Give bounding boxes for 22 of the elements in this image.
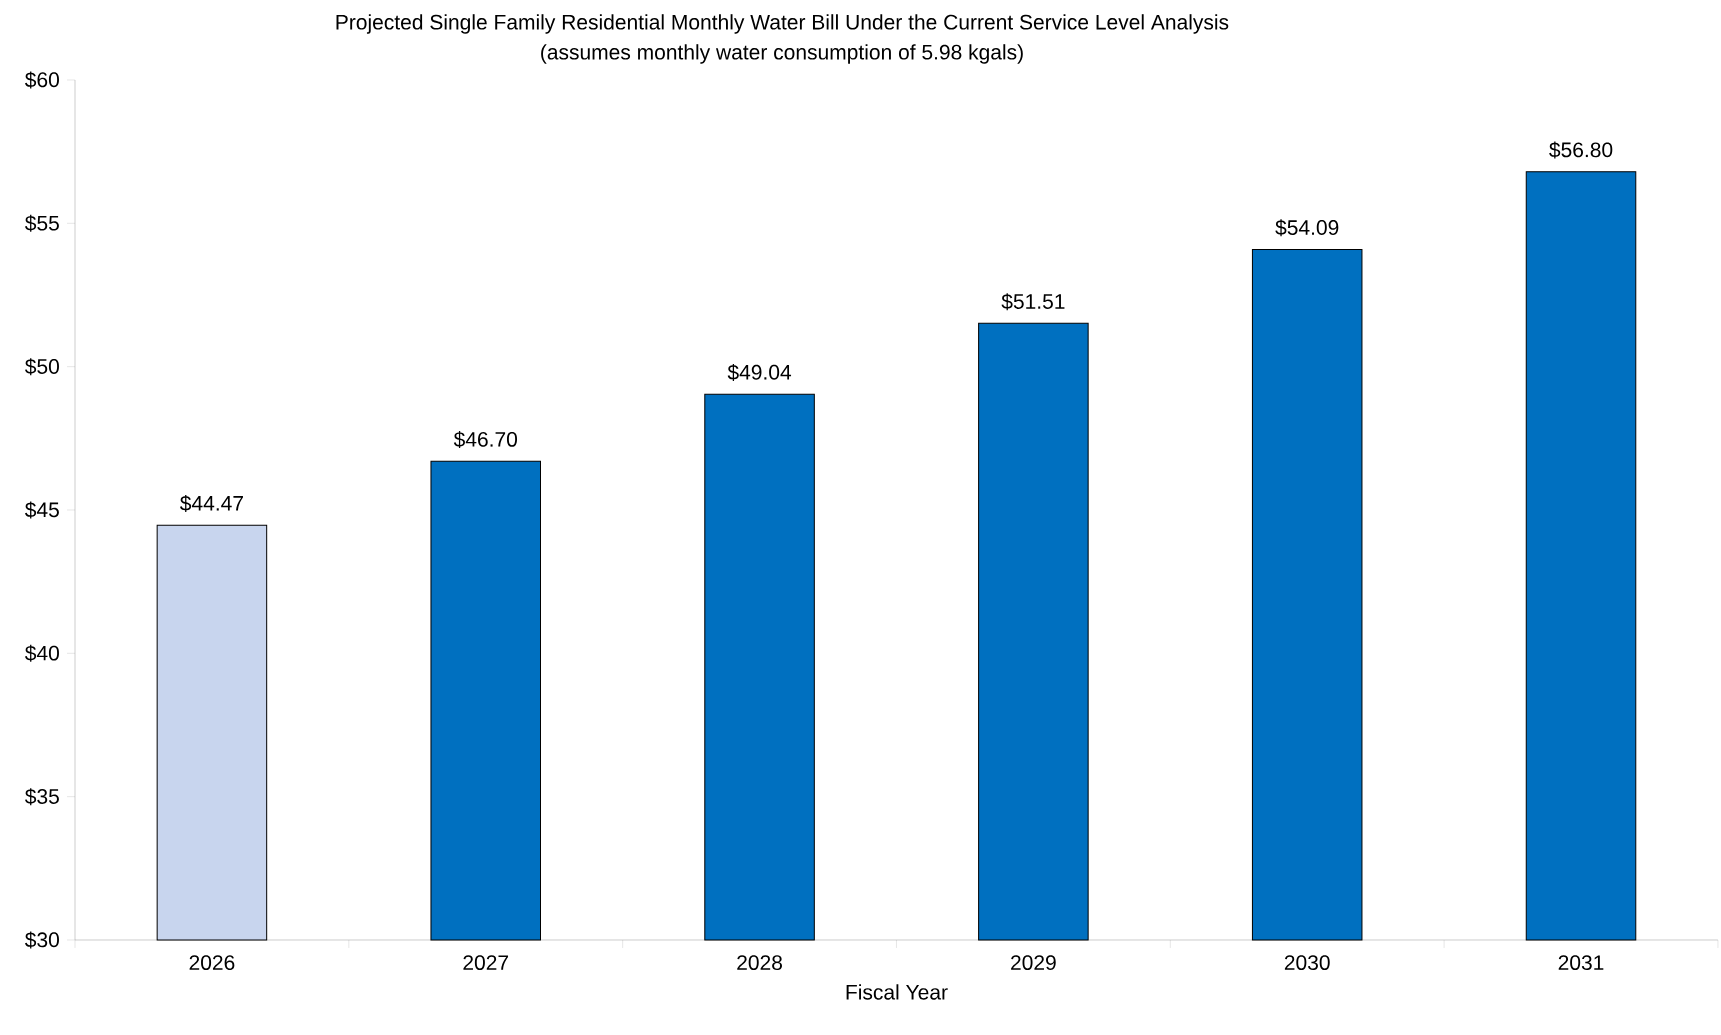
chart-title: Projected Single Family Residential Monthly Water Bill Under the Current Service Level Analysis — [336, 14, 1229, 34]
data-label: $49.04 — [727, 363, 792, 381]
data-label: $56.80 — [1549, 141, 1613, 159]
y-tick-label: $60 — [24, 71, 59, 89]
x-tick-label: 2028 — [737, 955, 782, 971]
y-tick-label: $35 — [24, 788, 59, 806]
x-tick-label: 2026 — [189, 955, 235, 971]
y-tick-label: $45 — [24, 501, 59, 519]
data-label: $51.51 — [1001, 293, 1065, 311]
x-tick-label: 2027 — [463, 955, 509, 971]
data-label: $54.09 — [1275, 219, 1339, 237]
data-label: $44.47 — [180, 494, 243, 512]
y-tick-label: $40 — [24, 644, 59, 662]
y-tick-label: $55 — [24, 214, 59, 232]
x-tick-label: 2031 — [1558, 955, 1604, 971]
chart-subtitle: (assumes monthly water consumption of 5.98 kgals) — [541, 44, 1023, 64]
y-tick-label: $30 — [24, 931, 59, 949]
data-label: $46.70 — [453, 431, 518, 449]
y-tick-label: $50 — [24, 358, 59, 376]
x-tick-label: 2029 — [1011, 955, 1056, 971]
x-axis-title: Fiscal Year — [846, 984, 948, 1000]
x-tick-label: 2030 — [1284, 955, 1330, 971]
